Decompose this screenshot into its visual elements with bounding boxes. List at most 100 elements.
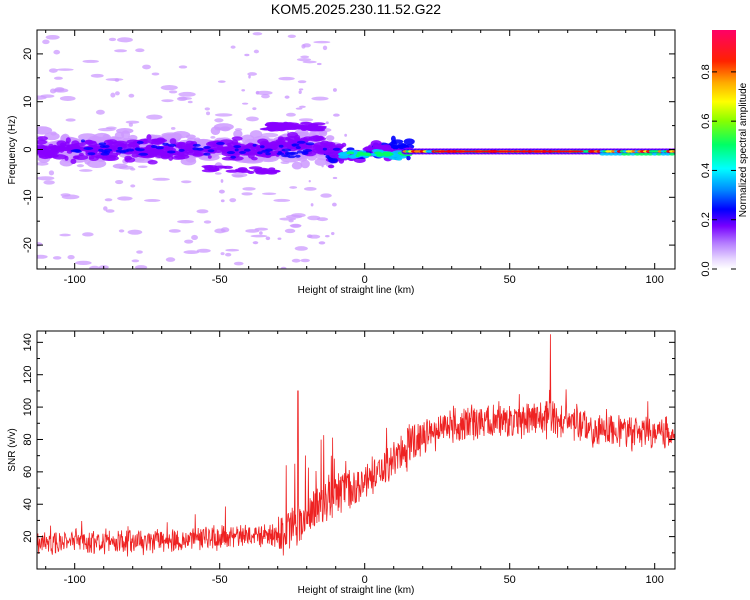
snr-xlabel: Height of straight line (km) bbox=[298, 585, 415, 596]
spectrogram-cell bbox=[37, 126, 53, 135]
spectrogram-cell bbox=[295, 154, 301, 158]
spec-xtick-label: 100 bbox=[646, 274, 664, 286]
spectrogram-cell bbox=[183, 250, 200, 254]
colorbar-tick-label: 0.6 bbox=[700, 114, 712, 129]
spectrogram-cell bbox=[325, 135, 335, 141]
spectrogram-cell bbox=[250, 234, 268, 238]
spectrogram-cell bbox=[664, 152, 671, 156]
spectrogram-cell bbox=[625, 152, 632, 156]
spectrogram-cell bbox=[253, 49, 260, 54]
snr-panel: -100 -50 0 50 100 20 40 60 80 100 120 140 Height of… bbox=[7, 330, 676, 596]
spectrogram-cell bbox=[234, 148, 239, 152]
spectrogram-cell bbox=[313, 40, 331, 44]
spectrogram-cell bbox=[330, 231, 335, 236]
spectrogram-cell bbox=[261, 94, 270, 99]
spectrogram-cell bbox=[311, 96, 329, 101]
spectrogram-cell bbox=[233, 261, 244, 266]
spectrogram-cell bbox=[220, 179, 224, 183]
spectrogram-cell bbox=[284, 228, 296, 234]
spectrogram-cell bbox=[241, 192, 253, 196]
spectrogram-cell bbox=[370, 140, 382, 147]
spectrogram-cell bbox=[295, 107, 303, 110]
spectrogram-cell bbox=[207, 141, 217, 146]
spectrogram-cell bbox=[295, 146, 301, 150]
spectrogram-cell bbox=[324, 235, 330, 238]
spectrogram-cell bbox=[207, 155, 212, 159]
spectrogram-cell bbox=[127, 229, 143, 235]
spectrogram-cell bbox=[212, 147, 225, 153]
spectrogram-cell bbox=[128, 93, 135, 98]
spectrogram-cell bbox=[241, 89, 246, 92]
spectrogram-cell bbox=[136, 250, 143, 254]
snr-ytick-label: 40 bbox=[22, 498, 34, 510]
colorbar-tick-label: 0.4 bbox=[700, 163, 712, 178]
snr-ytick-label: 60 bbox=[22, 466, 34, 478]
spectrogram-cell bbox=[634, 152, 641, 156]
spectrogram-cell bbox=[37, 139, 48, 145]
spectrogram-cell bbox=[237, 167, 248, 171]
spectrogram-cell bbox=[346, 151, 355, 155]
spectrogram-cell bbox=[56, 140, 67, 147]
spectrogram-cell bbox=[273, 198, 291, 202]
spectrogram-cell bbox=[37, 149, 42, 154]
spectrogram-cell bbox=[192, 152, 204, 157]
spectrogram-cell bbox=[134, 265, 148, 269]
spectrogram-cell bbox=[161, 99, 174, 103]
spectrogram-cell bbox=[100, 152, 110, 156]
spectrogram-cell bbox=[117, 146, 123, 150]
spectrogram-cell bbox=[155, 146, 164, 150]
spectrogram-cell bbox=[64, 155, 69, 161]
spectrogram-cell bbox=[98, 148, 104, 152]
spectrogram-cell bbox=[280, 266, 287, 269]
spectrogram-cell bbox=[285, 135, 300, 142]
spectrogram-cell bbox=[257, 138, 269, 145]
spectrogram-cell bbox=[301, 44, 306, 49]
spectrogram-cell bbox=[201, 164, 218, 169]
spectrogram-cell bbox=[124, 157, 136, 163]
spectrogram-cell bbox=[49, 88, 57, 94]
spectrogram-cell bbox=[167, 150, 176, 154]
spectrogram-cell bbox=[300, 258, 310, 263]
spectrogram-cell bbox=[230, 155, 236, 159]
spectrogram-cell bbox=[89, 265, 101, 269]
spectrogram-cell bbox=[365, 152, 370, 156]
spectrogram-cell bbox=[196, 209, 209, 214]
spectrogram-cell bbox=[168, 90, 178, 94]
spectrogram-cell bbox=[651, 152, 658, 156]
spectrogram-cell bbox=[70, 158, 77, 165]
spectrogram-cell bbox=[87, 152, 96, 156]
spectrogram-cell bbox=[296, 140, 306, 144]
spectrogram-cell bbox=[647, 152, 654, 156]
spectrogram-cell bbox=[108, 37, 117, 42]
spec-xtick-label: 50 bbox=[504, 274, 516, 286]
spectrogram-cell bbox=[323, 150, 337, 156]
spectrogram-cell bbox=[309, 123, 319, 127]
spec-xtick-label: -50 bbox=[212, 274, 228, 286]
spectrogram-cell bbox=[621, 152, 628, 156]
spectrogram-cell bbox=[204, 107, 210, 111]
spectrogram-cell bbox=[225, 252, 232, 257]
spectrogram-cell bbox=[52, 256, 62, 260]
spectrogram-cell bbox=[221, 146, 237, 152]
spectrogram-cell bbox=[282, 121, 289, 125]
snr-ylabel: SNR (v/v) bbox=[7, 428, 18, 471]
spectrogram-cell bbox=[372, 145, 381, 149]
spectrogram-cell bbox=[67, 255, 75, 260]
spectrogram-cell bbox=[103, 206, 108, 211]
colorbar-tick-label: 0.2 bbox=[700, 212, 712, 227]
snr-ytick-label: 100 bbox=[22, 398, 34, 416]
spec-xtick-label: -100 bbox=[64, 274, 86, 286]
snr-series-line bbox=[37, 334, 675, 557]
spectrogram-cell bbox=[233, 129, 243, 139]
snr-xtick-label: 100 bbox=[646, 574, 664, 586]
spectrogram-cell bbox=[130, 184, 136, 188]
spectrogram-cell bbox=[192, 143, 201, 147]
spectrogram-cell bbox=[137, 165, 148, 169]
spectrogram-cell bbox=[115, 179, 124, 185]
spectrogram-cell bbox=[56, 68, 74, 71]
spectrogram-cell bbox=[83, 146, 94, 150]
spectrogram-cell bbox=[203, 220, 212, 224]
spectrogram-cell bbox=[230, 45, 236, 49]
spectrogram-cell bbox=[289, 186, 298, 189]
spectrogram-cell bbox=[265, 236, 271, 241]
